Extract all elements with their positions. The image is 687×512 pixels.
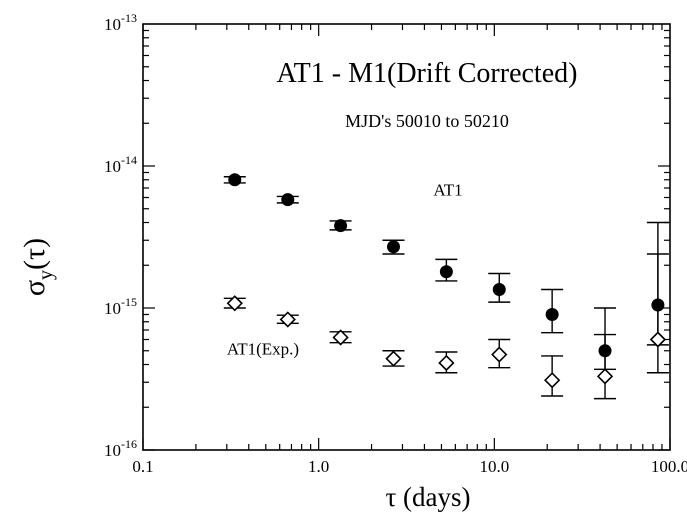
series-at1	[223, 173, 669, 371]
y-axis-label-subscript: y	[35, 270, 57, 280]
data-point-circle	[439, 265, 453, 279]
series-annotation: AT1(Exp.)	[227, 340, 299, 359]
data-point-circle	[281, 193, 295, 207]
y-axis-label-argument: (τ)	[18, 238, 51, 270]
data-point-diamond	[438, 354, 455, 372]
x-axis-label: τ (days)	[385, 482, 470, 512]
y-tick-label: 10-14	[104, 153, 137, 176]
data-point-diamond	[544, 372, 561, 389]
data-point-diamond	[491, 346, 508, 363]
data-point-circle	[492, 282, 506, 296]
y-tick-label: 10-15	[104, 295, 137, 318]
data-point-circle	[334, 219, 348, 233]
data-point-diamond	[385, 350, 402, 367]
x-tick-label: 100.0	[651, 457, 687, 476]
y-tick-label: 10-16	[104, 437, 137, 460]
data-point-diamond	[596, 368, 614, 385]
plot-frame	[142, 23, 671, 451]
series-annotation: AT1	[433, 180, 462, 199]
data-point-diamond	[649, 331, 667, 348]
y-tick-label: 10-13	[104, 11, 137, 34]
x-tick-label: 10.0	[479, 457, 509, 476]
data-point-circle	[545, 307, 559, 321]
chart-subtitle: MJD's 50010 to 50210	[345, 111, 509, 131]
data-point-circle	[387, 240, 401, 254]
data-point-circle	[228, 173, 242, 187]
y-axis-label-symbol: σ	[18, 280, 51, 296]
data-point-diamond	[279, 311, 296, 328]
y-axis-label: σy(τ)	[18, 238, 57, 296]
data-point-diamond	[332, 329, 349, 346]
series-at1-exp	[223, 221, 669, 400]
x-tick-label: 0.1	[132, 457, 153, 476]
x-tick-label: 1.0	[308, 457, 329, 476]
data-point-diamond	[226, 295, 243, 312]
chart-title: AT1 - M1(Drift Corrected)	[277, 58, 578, 89]
